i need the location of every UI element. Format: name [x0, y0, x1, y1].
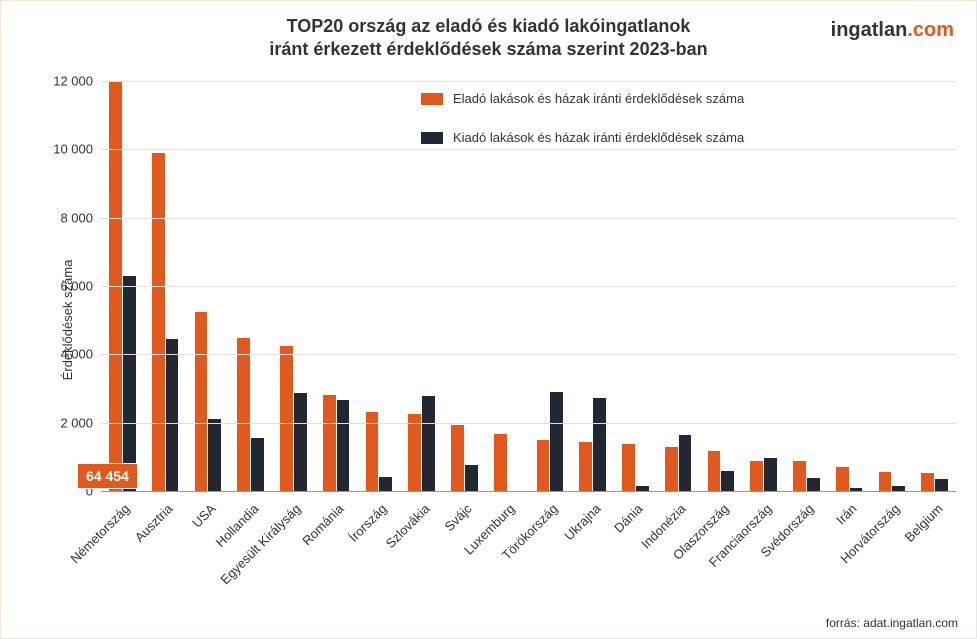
- logo-text-1: ingatlan: [831, 19, 908, 41]
- bar-kiado: [123, 276, 136, 491]
- x-tick-label: Irán: [833, 501, 859, 527]
- y-tick-label: 12 000: [53, 74, 93, 89]
- gridline: [101, 286, 956, 287]
- bar-kiado: [294, 393, 307, 491]
- bar-elado: [323, 395, 336, 491]
- bar-kiado: [465, 465, 478, 491]
- x-axis-line: [101, 491, 956, 492]
- bar-kiado: [721, 471, 734, 492]
- x-tick-label: Dánia: [611, 501, 646, 536]
- bar-kiado: [251, 438, 264, 491]
- bar-kiado: [208, 419, 221, 491]
- logo-text-2: .com: [907, 19, 954, 41]
- gridline: [101, 423, 956, 424]
- bar-elado: [879, 472, 892, 491]
- y-tick-label: 4 000: [60, 347, 93, 362]
- y-tick-label: 8 000: [60, 210, 93, 225]
- bar-kiado: [379, 477, 392, 491]
- bar-elado: [152, 153, 165, 491]
- gridline: [101, 218, 956, 219]
- bar-elado: [708, 451, 721, 491]
- x-tick-label: Egyesült Királyság: [218, 501, 304, 587]
- x-tick-label: Ukrajna: [561, 501, 603, 543]
- bar-elado: [366, 412, 379, 491]
- x-tick-label: Szlovákia: [382, 501, 432, 551]
- gridline: [101, 81, 956, 82]
- bar-kiado: [935, 479, 948, 491]
- bar-elado: [451, 425, 464, 491]
- x-axis-labels: NémetországAusztriaUSAHollandiaEgyesült …: [101, 495, 956, 615]
- bar-kiado: [593, 398, 606, 491]
- y-tick-label: 6 000: [60, 279, 93, 294]
- x-tick-label: USA: [189, 501, 219, 531]
- bar-kiado: [679, 435, 692, 491]
- gridline: [101, 354, 956, 355]
- brand-logo: ingatlan.com: [831, 19, 954, 42]
- bar-elado: [665, 447, 678, 491]
- plot-area: 02 0004 0006 0008 00010 00012 000: [101, 81, 956, 491]
- bar-kiado: [337, 400, 350, 491]
- y-tick-label: 10 000: [53, 142, 93, 157]
- bar-kiado: [550, 392, 563, 491]
- x-tick-label: Németország: [68, 501, 133, 566]
- bar-elado: [921, 473, 934, 491]
- bar-elado: [408, 414, 421, 491]
- bar-kiado: [807, 478, 820, 491]
- bar-kiado: [422, 396, 435, 491]
- y-tick-label: 2 000: [60, 415, 93, 430]
- bar-elado: [836, 467, 849, 491]
- chart-container: TOP20 ország az eladó és kiadó lakóingat…: [0, 0, 977, 639]
- bar-kiado: [764, 458, 777, 491]
- bar-kiado: [166, 339, 179, 491]
- bar-elado: [750, 461, 763, 491]
- x-tick-label: Ausztria: [132, 501, 176, 545]
- bar-elado: [280, 346, 293, 491]
- x-tick-label: Svájc: [442, 501, 475, 534]
- gridline: [101, 149, 956, 150]
- callout-badge: 64 454: [77, 463, 138, 489]
- bar-elado: [793, 461, 806, 491]
- bar-elado: [537, 440, 550, 491]
- x-tick-label: Belgium: [901, 501, 945, 545]
- x-tick-label: Románia: [299, 501, 346, 548]
- bar-elado: [579, 442, 592, 491]
- source-text: forrás: adat.ingatlan.com: [826, 616, 958, 630]
- bar-elado: [494, 434, 507, 491]
- bar-elado: [622, 444, 635, 491]
- bar-elado: [237, 338, 250, 491]
- bar-elado: [195, 312, 208, 491]
